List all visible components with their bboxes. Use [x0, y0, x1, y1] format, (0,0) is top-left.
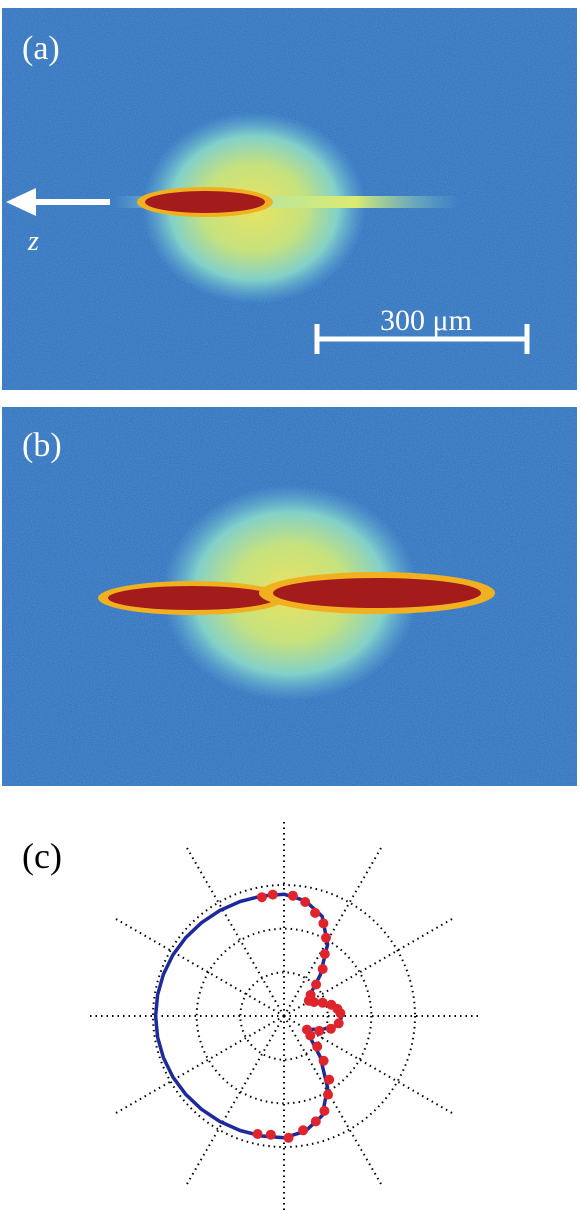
polar-spoke [113, 1015, 285, 1115]
z-axis-label: z [28, 226, 39, 257]
data-point [298, 1125, 309, 1136]
polar-ring [195, 927, 373, 1105]
data-point [317, 997, 328, 1008]
panel-b-image: (b) [2, 407, 577, 786]
data-point [312, 1041, 323, 1052]
data-point [283, 1132, 294, 1143]
data-point [256, 892, 267, 903]
panel-a-label: (a) [22, 30, 60, 67]
data-point [319, 949, 330, 959]
scale-bar-label: 300 μm [380, 304, 472, 337]
data-point [314, 1025, 325, 1036]
data-point [321, 932, 331, 943]
z-arrow-head [6, 188, 36, 216]
panel-a-absorption-image [2, 8, 577, 390]
data-point [319, 1105, 330, 1116]
data-point [310, 1116, 321, 1127]
polar-spoke [283, 1015, 383, 1187]
data-point [333, 1018, 344, 1029]
data-point [326, 999, 337, 1010]
measured-points [252, 889, 346, 1143]
fit-curve [153, 892, 344, 1140]
panel-c-polar-plot [88, 820, 480, 1211]
data-point [300, 897, 311, 907]
polar-spoke [283, 845, 383, 1017]
data-point [305, 989, 316, 1000]
polar-ring [152, 884, 416, 1148]
data-point [310, 907, 321, 918]
polar-spoke [113, 917, 285, 1017]
panel-c-label: (c) [22, 836, 62, 876]
data-point [301, 1024, 312, 1035]
data-point [324, 1074, 335, 1085]
data-point [325, 1023, 336, 1034]
data-point [317, 964, 328, 974]
data-point [318, 918, 329, 929]
data-point [323, 1089, 333, 1100]
data-point [311, 979, 322, 990]
polar-grid [88, 820, 480, 1211]
panel-b-absorption-image [2, 407, 577, 786]
data-point [267, 889, 278, 900]
data-point [252, 1129, 263, 1139]
data-point [287, 890, 298, 901]
panel-b-label: (b) [22, 427, 62, 464]
polar-ring [239, 971, 329, 1061]
panel-a-image: (a) z 300 μm [2, 8, 577, 390]
data-point [318, 1055, 329, 1066]
data-point [265, 1129, 276, 1140]
polar-spoke [185, 845, 285, 1017]
